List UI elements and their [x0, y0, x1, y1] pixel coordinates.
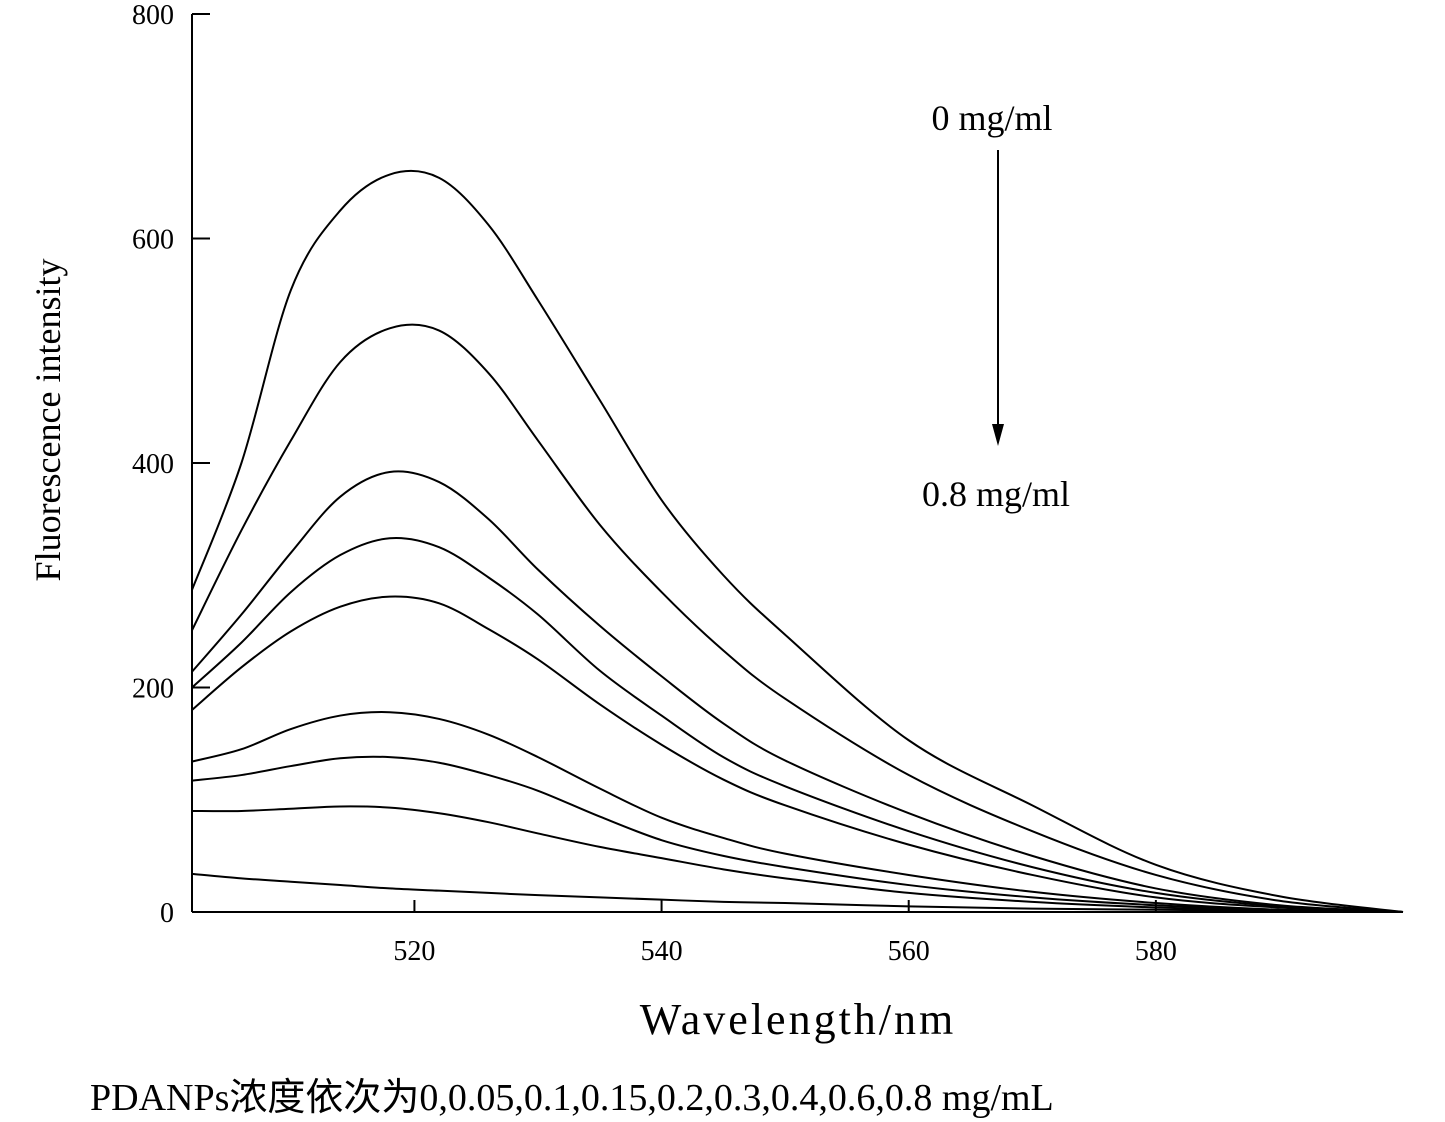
- x-axis-label: Wavelength/nm: [640, 995, 957, 1044]
- axes: [191, 14, 1403, 913]
- y-tick-label: 0: [160, 898, 174, 929]
- y-tick-label: 200: [132, 674, 174, 705]
- y-axis-label: Fluorescence intensity: [28, 259, 68, 582]
- y-tick-label: 800: [132, 0, 174, 31]
- series-line-4: [191, 595, 1404, 913]
- annotation-bottom: 0.8 mg/ml: [922, 474, 1070, 514]
- series-line-3: [191, 536, 1404, 913]
- y-tick-label: 400: [132, 449, 174, 480]
- series-line-1: [191, 323, 1404, 913]
- y-tick-label: 600: [132, 225, 174, 256]
- annotation-arrowhead: [992, 424, 1004, 446]
- series-line-7: [191, 805, 1404, 913]
- series-line-0: [191, 169, 1404, 913]
- annotation-top: 0 mg/ml: [931, 98, 1052, 138]
- x-tick-label: 580: [1135, 936, 1177, 967]
- figure-caption: PDANPs浓度依次为0,0.05,0.1,0.15,0.2,0.3,0.4,0…: [90, 1077, 1054, 1119]
- series-line-8: [191, 872, 1404, 913]
- series-line-2: [191, 470, 1404, 913]
- x-tick-label: 540: [641, 936, 683, 967]
- x-tick-label: 560: [888, 936, 930, 967]
- series-line-5: [191, 711, 1404, 913]
- x-tick-label: 520: [393, 936, 435, 967]
- series-line-6: [191, 755, 1404, 913]
